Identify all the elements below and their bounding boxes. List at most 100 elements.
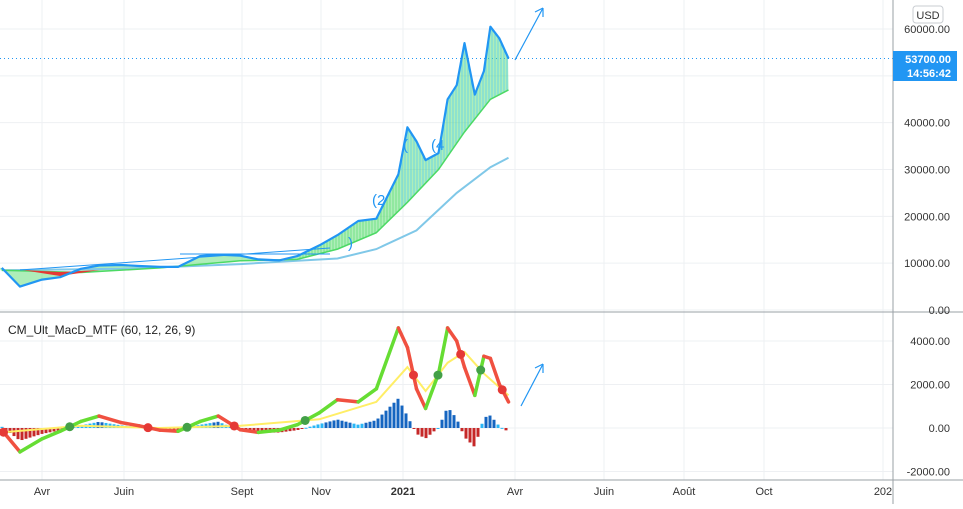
- histogram-bar: [48, 428, 52, 433]
- histogram-bar: [296, 428, 300, 430]
- histogram-bar: [456, 421, 460, 428]
- histogram-bar: [492, 419, 496, 428]
- histogram-bar: [436, 427, 440, 429]
- histogram-bar: [308, 426, 312, 428]
- price-pane: (2 ((4): [0, 7, 893, 288]
- histogram-bar: [212, 422, 216, 428]
- x-tick-label: Nov: [311, 486, 331, 498]
- histogram-bar: [168, 428, 172, 430]
- currency-badge[interactable]: USD: [912, 5, 944, 24]
- cross-dot: [433, 370, 443, 380]
- x-tick-label: 2021: [391, 486, 415, 498]
- histogram-bar: [448, 410, 452, 428]
- histogram-bar: [356, 424, 360, 428]
- x-tick-label: Oct: [755, 486, 772, 498]
- histogram-bar: [288, 428, 292, 432]
- cross-dot: [497, 385, 507, 395]
- cross-dot: [456, 349, 466, 359]
- histogram-bar: [344, 421, 348, 428]
- histogram-bar: [396, 398, 400, 428]
- macd-line-segment: [79, 414, 101, 424]
- histogram-bar: [464, 428, 468, 439]
- histogram-bar: [352, 423, 356, 428]
- macd-line-segment: [423, 371, 441, 411]
- histogram-bar: [364, 422, 368, 428]
- histogram-bar: [432, 428, 436, 432]
- histogram-bar: [460, 428, 464, 432]
- macd-line-segment: [277, 422, 300, 432]
- chart-grid: [0, 0, 893, 480]
- arrow-head: [534, 363, 544, 373]
- histogram-bar: [496, 424, 500, 428]
- histogram-bar: [324, 422, 328, 428]
- histogram-bar: [428, 428, 432, 435]
- histogram-bar: [420, 428, 424, 437]
- histogram-bar: [36, 428, 40, 436]
- cross-dot: [65, 422, 75, 432]
- histogram-bar: [504, 428, 508, 431]
- histogram-bar: [176, 428, 180, 431]
- macd-line-segment: [405, 345, 419, 391]
- x-tick-label: Juin: [594, 486, 614, 498]
- histogram-bar: [256, 428, 260, 433]
- indicator-pane: [0, 326, 544, 454]
- histogram-bar: [336, 419, 340, 428]
- histogram-bar: [340, 420, 344, 428]
- histogram-bar: [488, 415, 492, 428]
- currency-badge-label: USD: [916, 10, 939, 22]
- macd-line-segment: [374, 326, 401, 391]
- histogram-bar: [484, 416, 488, 428]
- histogram-bar: [0, 426, 4, 428]
- histogram-bar: [20, 428, 24, 441]
- histogram-bar: [316, 424, 320, 428]
- histogram-bar: [416, 428, 420, 435]
- macd-line-segment: [436, 326, 450, 376]
- price-tick-label: 60000.00: [904, 24, 950, 36]
- cross-dot: [143, 423, 153, 433]
- histogram-bar: [104, 422, 108, 428]
- wave-label: ): [348, 235, 353, 252]
- price-tick-label: 40000.00: [904, 118, 950, 130]
- indicator-title[interactable]: CM_Ult_MacD_MTF (60, 12, 26, 9): [8, 323, 195, 337]
- projection-arrow: [514, 7, 544, 61]
- histogram-bar: [372, 420, 376, 428]
- histogram-bar: [468, 428, 472, 443]
- histogram-bar: [380, 414, 384, 428]
- last-price-label: 53700.00 14:56:42: [893, 51, 957, 81]
- indicator-tick-label: 4000.00: [910, 336, 950, 348]
- macd-line-segment: [473, 354, 486, 398]
- macd-line-segment: [198, 414, 220, 424]
- indicator-tick-label: -2000.00: [907, 467, 950, 479]
- histogram-bar: [360, 423, 364, 428]
- histogram-bar: [320, 423, 324, 428]
- macd-line-segment: [396, 326, 410, 350]
- macd-line-segment: [335, 397, 360, 404]
- ema-red-patch: [22, 270, 100, 276]
- histogram-bar: [24, 428, 28, 439]
- histogram-bar: [328, 421, 332, 428]
- histogram-bar: [56, 428, 60, 431]
- histogram-bar: [388, 406, 392, 428]
- histogram-bar: [8, 428, 12, 433]
- histogram-bar: [32, 428, 36, 437]
- histogram-bar: [376, 418, 380, 428]
- price-tick-label: 0.00: [929, 305, 950, 317]
- cross-dot: [476, 365, 486, 375]
- x-tick-label: Avr: [34, 486, 51, 498]
- cross-dot: [408, 370, 418, 380]
- wave-label: (2: [372, 192, 385, 209]
- macd-line-segment: [40, 429, 62, 441]
- ema-fast-line: [1, 89, 509, 274]
- histogram-bar: [472, 428, 476, 447]
- projection-arrow: [520, 363, 544, 407]
- price-tick-label: 10000.00: [904, 258, 950, 270]
- x-tick-label: 202: [874, 486, 892, 498]
- macd-line-segment: [256, 428, 281, 435]
- histogram-bar: [304, 427, 308, 429]
- cross-dot: [300, 415, 310, 425]
- x-tick-label: Juin: [114, 486, 134, 498]
- histogram-bar: [40, 428, 44, 434]
